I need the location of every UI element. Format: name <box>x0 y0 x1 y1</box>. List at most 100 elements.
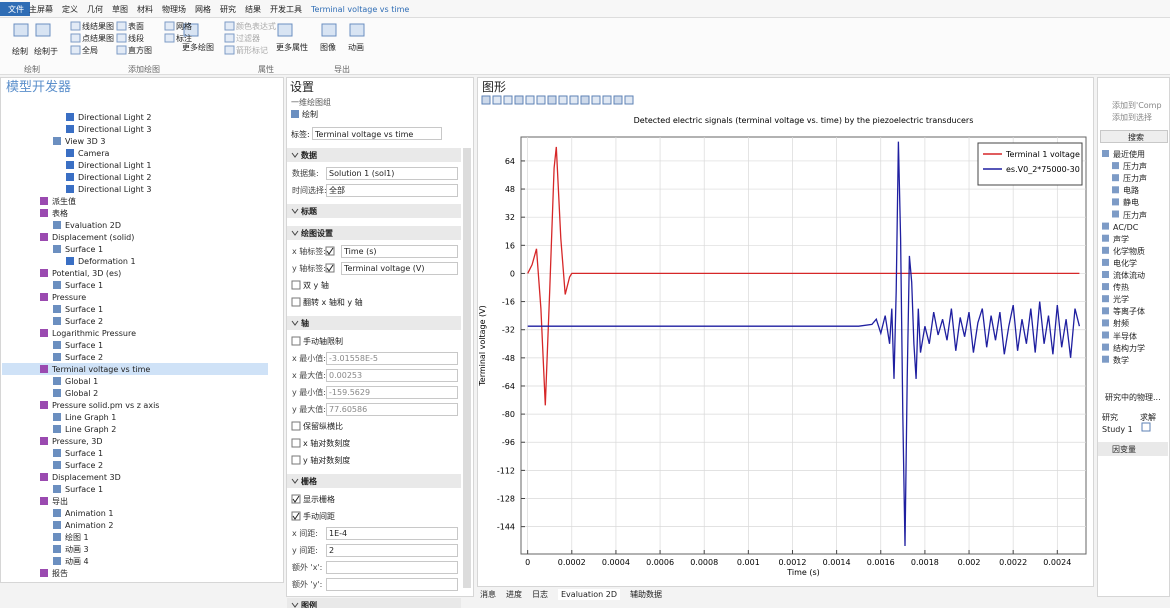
search-button[interactable] <box>1100 130 1168 143</box>
ribbon-button[interactable]: 直方图 <box>128 46 152 55</box>
section-title[interactable]: 栅格 <box>301 477 317 486</box>
field-value[interactable]: 2 <box>329 546 335 555</box>
field-value[interactable]: Terminal voltage vs time <box>315 130 414 139</box>
checkbox-label[interactable]: y 轴对数刻度 <box>303 456 351 465</box>
checkbox-label[interactable]: 手动轴限制 <box>303 337 343 346</box>
panel-action[interactable]: 添加到选择 <box>1112 113 1152 122</box>
physics-item[interactable]: 等离子体 <box>1113 307 1145 317</box>
physics-item[interactable]: AC/DC <box>1113 222 1139 232</box>
physics-item[interactable]: 化学物质 <box>1113 246 1145 256</box>
tree-item[interactable]: Animation 2 <box>65 521 114 530</box>
physics-item[interactable]: 射频 <box>1113 319 1129 329</box>
tree-item[interactable]: 派生值 <box>52 197 76 206</box>
tree-item[interactable]: Surface 1 <box>65 281 104 290</box>
tree-item[interactable]: Line Graph 1 <box>65 413 117 422</box>
tree-item[interactable]: Surface 1 <box>65 485 104 494</box>
menu-item[interactable]: 材料 <box>137 5 153 14</box>
physics-item[interactable]: 传热 <box>1113 283 1129 293</box>
field-value[interactable]: Solution 1 (sol1) <box>329 169 395 178</box>
ribbon-button[interactable]: 颜色表达式 <box>236 22 276 31</box>
tree-item[interactable]: Surface 1 <box>65 305 104 314</box>
menu-item[interactable]: 物理场 <box>162 5 186 14</box>
menu-item[interactable]: 结果 <box>245 5 261 14</box>
section-title[interactable]: 绘图设置 <box>301 229 333 238</box>
menu-item[interactable]: 研究 <box>220 5 236 14</box>
physics-item[interactable]: 流体流动 <box>1113 271 1145 280</box>
tree-item[interactable]: 动画 3 <box>65 545 89 554</box>
checkbox-label[interactable]: 保留纵横比 <box>303 422 343 431</box>
text-input[interactable] <box>326 167 458 180</box>
physics-item[interactable]: 结构力学 <box>1113 343 1145 353</box>
physics-item[interactable]: 压力声 <box>1123 162 1147 172</box>
tree-item[interactable]: Surface 2 <box>65 317 104 326</box>
physics-item[interactable]: 电化学 <box>1113 258 1137 268</box>
section-title[interactable]: 数据 <box>301 151 317 160</box>
section-title[interactable]: 图例 <box>301 601 317 608</box>
ribbon-button[interactable]: 更多属性 <box>276 43 308 52</box>
text-input[interactable] <box>326 369 458 382</box>
checkbox-label[interactable]: 显示栅格 <box>303 495 335 504</box>
tree-item[interactable]: 报告 <box>52 569 68 578</box>
tree-item[interactable]: Surface 1 <box>65 245 104 254</box>
tree-item[interactable]: Pressure <box>52 293 87 302</box>
text-input[interactable] <box>326 578 458 591</box>
menu-item[interactable]: 定义 <box>62 5 78 14</box>
tree-item[interactable]: Surface 1 <box>65 449 104 458</box>
ribbon-button[interactable]: 网格 <box>176 22 192 31</box>
text-input[interactable] <box>326 527 458 540</box>
ribbon-button[interactable]: 绘制 <box>12 47 28 56</box>
text-input[interactable] <box>326 184 458 197</box>
field-value[interactable]: -159.5629 <box>329 388 371 397</box>
ribbon-button[interactable]: 更多绘图 <box>182 43 214 52</box>
field-value[interactable]: 77.60586 <box>329 405 368 414</box>
menu-item[interactable]: Terminal voltage vs time <box>311 5 410 14</box>
ribbon-button[interactable]: 线结果图 <box>82 22 114 31</box>
section-title[interactable]: 轴 <box>301 319 309 328</box>
field-value[interactable]: Terminal voltage (V) <box>344 264 425 273</box>
tree-item[interactable]: Displacement 3D <box>52 473 121 482</box>
tree-item[interactable]: Directional Light 1 <box>78 161 152 170</box>
tree-item[interactable]: Animation 1 <box>65 509 114 518</box>
field-value[interactable]: 全部 <box>329 186 345 195</box>
bottom-tab[interactable]: 进度 <box>506 590 522 599</box>
checkbox-label[interactable]: x 轴对数刻度 <box>303 439 351 448</box>
tree-item[interactable]: Camera <box>78 149 110 158</box>
menu-item[interactable]: 草图 <box>112 5 128 14</box>
menu-item[interactable]: 几何 <box>87 5 103 14</box>
tree-item[interactable]: Deformation 1 <box>78 257 136 266</box>
tree-item[interactable]: 表格 <box>52 209 68 218</box>
ribbon-button[interactable]: 图像 <box>320 43 336 52</box>
physics-item[interactable]: 半导体 <box>1113 331 1137 341</box>
tree-item[interactable]: 动画 4 <box>65 557 89 566</box>
tree-item[interactable]: Surface 1 <box>65 341 104 350</box>
tree-item[interactable]: Pressure solid.pm vs z axis <box>52 401 160 410</box>
tree-item[interactable]: Pressure, 3D <box>52 437 103 446</box>
text-input[interactable] <box>326 386 458 399</box>
physics-item[interactable]: 光学 <box>1113 295 1129 305</box>
physics-item[interactable]: 压力声 <box>1123 210 1147 220</box>
tree-item[interactable]: Displacement (solid) <box>52 233 135 242</box>
ribbon-button[interactable]: 线段 <box>128 34 144 43</box>
ribbon-button[interactable]: 动画 <box>348 43 364 52</box>
tree-item[interactable]: Logarithmic Pressure <box>52 329 137 338</box>
ribbon-button[interactable]: 全局 <box>82 46 98 55</box>
ribbon-button[interactable]: 绘制于 <box>34 47 58 56</box>
tree-item[interactable]: Evaluation 2D <box>65 221 122 230</box>
physics-item[interactable]: 最近使用 <box>1113 150 1145 159</box>
menu-item[interactable]: 开发工具 <box>270 5 302 14</box>
panel-action[interactable]: 添加到'Comp <box>1112 101 1162 110</box>
menu-item[interactable]: 主屏幕 <box>29 5 53 14</box>
section-title[interactable]: 标题 <box>301 207 317 216</box>
ribbon-button[interactable]: 点结果图 <box>82 34 114 43</box>
tree-item[interactable]: View 3D 3 <box>65 137 106 146</box>
tree-item[interactable]: Directional Light 2 <box>78 113 152 122</box>
tree-item[interactable]: Global 2 <box>65 389 99 398</box>
bottom-tab[interactable]: 日志 <box>532 590 548 599</box>
tree-item[interactable]: Terminal voltage vs time <box>52 365 151 374</box>
checkbox-label[interactable]: 翻转 x 轴和 y 轴 <box>303 298 363 307</box>
text-input[interactable] <box>341 245 458 258</box>
tree-item[interactable]: Line Graph 2 <box>65 425 117 434</box>
tree-item[interactable]: Global 1 <box>65 377 99 386</box>
tree-item[interactable]: Directional Light 3 <box>78 125 152 134</box>
text-input[interactable] <box>326 544 458 557</box>
